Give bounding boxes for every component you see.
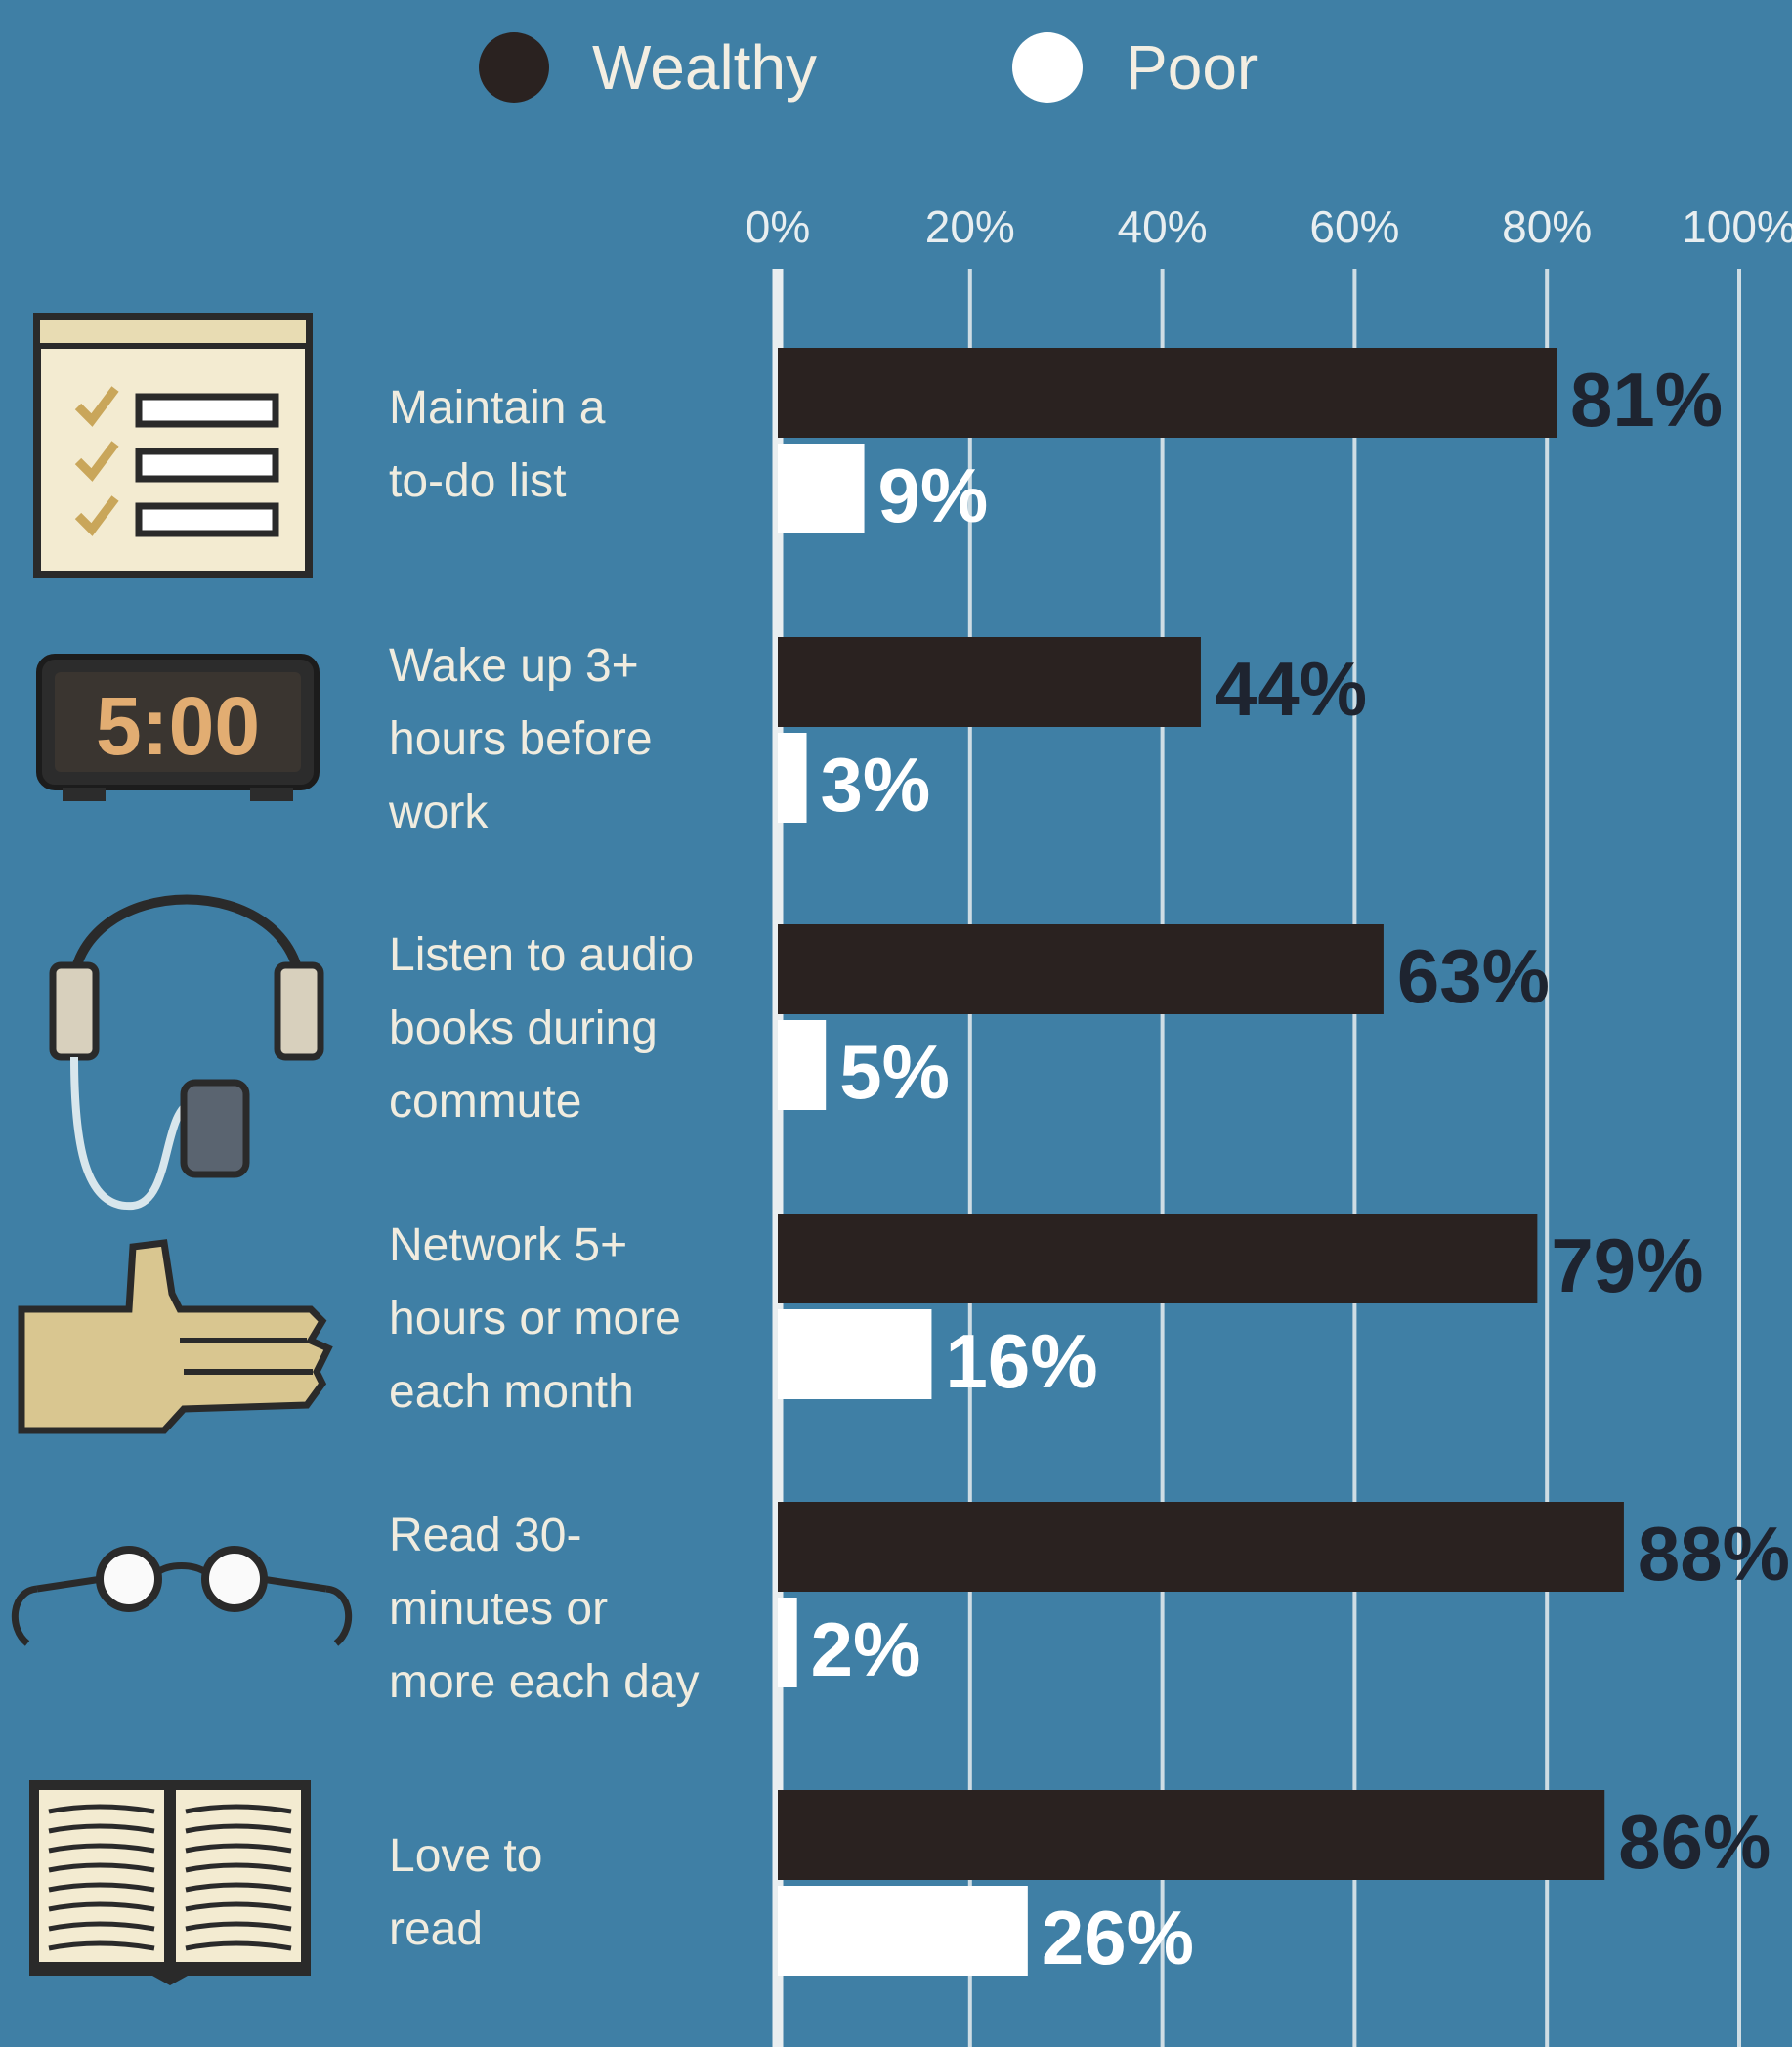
value-label-poor: 3%	[821, 742, 931, 828]
bar-wealthy	[778, 1214, 1538, 1303]
bar-wealthy	[778, 1502, 1624, 1592]
value-label-wealthy: 63%	[1397, 933, 1550, 1019]
bar-wealthy	[778, 637, 1201, 727]
bar-wealthy	[778, 348, 1557, 438]
bar-poor	[778, 1598, 797, 1687]
x-tick-label: 60%	[1309, 201, 1399, 252]
headphones-icon	[49, 894, 324, 1211]
bar-poor	[778, 1020, 827, 1110]
row-label-todo: Maintain a to-do list	[389, 382, 606, 507]
checklist-icon	[33, 313, 313, 578]
legend-swatch-poor	[1012, 32, 1084, 103]
hand-icon	[18, 1239, 333, 1434]
legend: Wealthy Poor	[479, 31, 1453, 104]
legend-label-poor: Poor	[1126, 32, 1259, 103]
row-label-wake-up: Wake up 3+ hours before work	[389, 640, 653, 838]
x-tick-label: 20%	[925, 201, 1015, 252]
svg-text:5:00: 5:00	[96, 680, 260, 772]
legend-swatch-wealthy	[479, 32, 549, 103]
row-label-read-daily: Read 30- minutes or more each day	[389, 1510, 700, 1708]
row-label-audio-books: Listen to audio books during commute	[389, 929, 695, 1128]
bar-poor	[778, 444, 865, 533]
value-label-poor: 9%	[878, 452, 989, 538]
bar-poor	[778, 1886, 1028, 1976]
bar-poor	[778, 1309, 932, 1399]
value-label-wealthy: 81%	[1570, 357, 1723, 443]
bar-poor	[778, 733, 807, 823]
row-label-love-to-read: Love to read	[389, 1830, 543, 1955]
row-label-network: Network 5+ hours or more each month	[389, 1219, 681, 1418]
value-label-poor: 2%	[811, 1606, 921, 1692]
value-label-poor: 16%	[945, 1318, 1097, 1404]
legend-item-wealthy: Wealthy	[479, 31, 817, 104]
bar-wealthy	[778, 924, 1384, 1014]
legend-label-wealthy: Wealthy	[592, 32, 818, 103]
alarm-clock-icon: 5:00	[36, 654, 320, 801]
x-tick-label: 80%	[1502, 201, 1592, 252]
x-tick-label: 0%	[746, 201, 810, 252]
open-book-icon	[29, 1780, 311, 1985]
bar-wealthy	[778, 1790, 1605, 1880]
x-tick-label: 40%	[1118, 201, 1208, 252]
value-label-wealthy: 86%	[1618, 1799, 1771, 1885]
value-label-wealthy: 88%	[1638, 1511, 1790, 1597]
value-label-poor: 5%	[839, 1029, 950, 1115]
glasses-icon	[11, 1546, 353, 1646]
value-label-wealthy: 79%	[1551, 1222, 1703, 1308]
value-label-poor: 26%	[1042, 1895, 1194, 1981]
legend-item-poor: Poor	[1012, 31, 1258, 104]
x-tick-label: 100%	[1682, 201, 1792, 252]
value-label-wealthy: 44%	[1215, 646, 1367, 732]
